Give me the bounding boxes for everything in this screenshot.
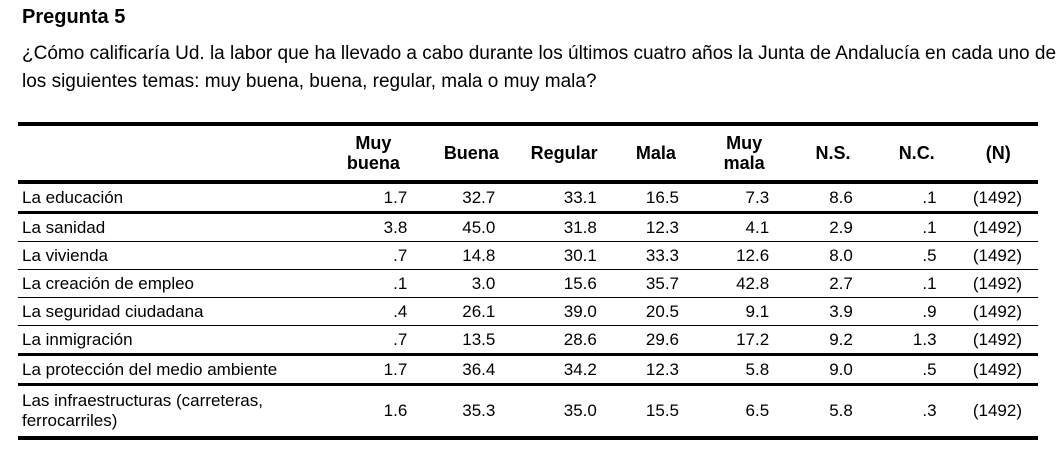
- row-label: Las infraestructuras (carreteras, ferroc…: [22, 391, 263, 430]
- cell-value: 14.8: [462, 245, 496, 265]
- cell-value: 15.5: [645, 401, 680, 420]
- row-label: La sanidad: [22, 217, 106, 237]
- results-table: Muy buena Buena Regular Mala Muy mala N.S. N.C…: [18, 122, 1038, 440]
- cell-value: (1492): [972, 273, 1022, 293]
- cell-value: .5: [922, 245, 937, 265]
- cell-value: 2.7: [829, 273, 853, 293]
- cell-value: 29.6: [645, 329, 680, 349]
- cell-value: 35.3: [462, 401, 496, 420]
- cell-value: 9.2: [829, 329, 853, 349]
- row-label: La vivienda: [22, 245, 109, 265]
- cell-value: 32.7: [462, 187, 496, 207]
- cell-value: 8.6: [829, 187, 853, 207]
- cell-value: 20.5: [645, 301, 680, 321]
- table-row: La creación de empleo .1 3.0 15.6 35.7 42.8 2.…: [18, 270, 1038, 298]
- cell-value: .1: [922, 187, 937, 207]
- cell-value: 4.1: [745, 217, 770, 237]
- row-label: La seguridad ciudadana: [22, 301, 204, 321]
- row-label: La inmigración: [22, 329, 133, 349]
- cell-value: 6.5: [745, 401, 770, 420]
- cell-value: 39.0: [563, 301, 597, 321]
- cell-value: (1492): [972, 187, 1022, 207]
- cell-value: .1: [922, 273, 937, 293]
- cell-value: 12.6: [736, 245, 770, 265]
- cell-value: 1.7: [383, 359, 408, 379]
- table-row: La sanidad 3.8 45.0 31.8 12.3 4.1 2.9 .1 (1492): [18, 213, 1038, 242]
- table-row: Las infraestructuras (carreteras, ferroc…: [18, 385, 1038, 438]
- header-row: Muy buena Buena Regular Mala Muy mala N.S. N.C…: [18, 124, 1038, 182]
- cell-value: 34.2: [563, 359, 597, 379]
- table-row: La inmigración .7 13.5 28.6 29.6 17.2 9.2 1.3 (1…: [18, 326, 1038, 355]
- cell-value: 5.8: [829, 401, 853, 420]
- table-row: La seguridad ciudadana .4 26.1 39.0 20.5 9.1 3…: [18, 298, 1038, 326]
- row-label: La educación: [22, 187, 124, 207]
- question-text: ¿Cómo calificaría Ud. la labor que ha ll…: [22, 43, 1057, 92]
- cell-value: .5: [922, 359, 937, 379]
- cell-value: 45.0: [462, 217, 496, 237]
- cell-value: 7.3: [745, 187, 770, 207]
- cell-value: 1.7: [383, 187, 408, 207]
- question-number: Pregunta 5: [22, 6, 126, 28]
- cell-value: 3.9: [829, 301, 853, 321]
- cell-value: 35.0: [563, 401, 597, 420]
- cell-value: 17.2: [736, 329, 770, 349]
- cell-value: (1492): [972, 217, 1022, 237]
- cell-value: 1.6: [383, 401, 408, 420]
- cell-value: 30.1: [563, 245, 597, 265]
- table-row: La protección del medio ambiente 1.7 36.4 3…: [18, 355, 1038, 385]
- cell-value: .1: [393, 273, 408, 293]
- column-header: (N): [985, 143, 1011, 163]
- cell-value: 28.6: [563, 329, 597, 349]
- cell-value: .4: [393, 301, 408, 321]
- cell-value: .3: [922, 401, 937, 420]
- cell-value: (1492): [972, 359, 1022, 379]
- cell-value: 31.8: [563, 217, 597, 237]
- cell-value: (1492): [972, 301, 1022, 321]
- cell-value: 3.8: [383, 217, 408, 237]
- cell-value: 5.8: [745, 359, 770, 379]
- cell-value: .7: [393, 329, 408, 349]
- column-header: Regular: [530, 143, 598, 163]
- table-row: La educación 1.7 32.7 33.1 16.5 7.3 8.6 .1 (1492…: [18, 182, 1038, 213]
- column-header: N.C.: [898, 143, 935, 163]
- cell-value: 26.1: [462, 301, 496, 321]
- cell-value: (1492): [972, 245, 1022, 265]
- column-header: Mala: [635, 143, 676, 163]
- cell-value: 12.3: [645, 217, 680, 237]
- cell-value: 8.0: [829, 245, 853, 265]
- row-label: La creación de empleo: [22, 273, 195, 293]
- cell-value: 13.5: [462, 329, 496, 349]
- cell-value: 35.7: [645, 273, 680, 293]
- cell-value: 16.5: [645, 187, 680, 207]
- cell-value: 15.6: [563, 273, 597, 293]
- cell-value: 33.1: [563, 187, 597, 207]
- cell-value: .9: [922, 301, 937, 321]
- column-header: N.S.: [815, 143, 851, 163]
- cell-value: (1492): [972, 401, 1022, 420]
- column-header: [18, 124, 318, 182]
- cell-value: 36.4: [462, 359, 496, 379]
- column-header: Muy buena: [346, 133, 400, 173]
- cell-value: .7: [393, 245, 408, 265]
- cell-value: 33.3: [645, 245, 680, 265]
- row-label: La protección del medio ambiente: [22, 359, 278, 379]
- column-header: Buena: [443, 143, 499, 163]
- cell-value: .1: [922, 217, 937, 237]
- cell-value: 9.0: [829, 359, 853, 379]
- cell-value: 42.8: [736, 273, 770, 293]
- table-row: La vivienda .7 14.8 30.1 33.3 12.6 8.0 .5 (1492): [18, 242, 1038, 270]
- cell-value: (1492): [972, 329, 1022, 349]
- cell-value: 1.3: [912, 329, 937, 349]
- cell-value: 9.1: [745, 301, 770, 321]
- cell-value: 3.0: [471, 273, 496, 293]
- cell-value: 2.9: [829, 217, 853, 237]
- column-header: Muy mala: [723, 133, 765, 173]
- cell-value: 12.3: [645, 359, 680, 379]
